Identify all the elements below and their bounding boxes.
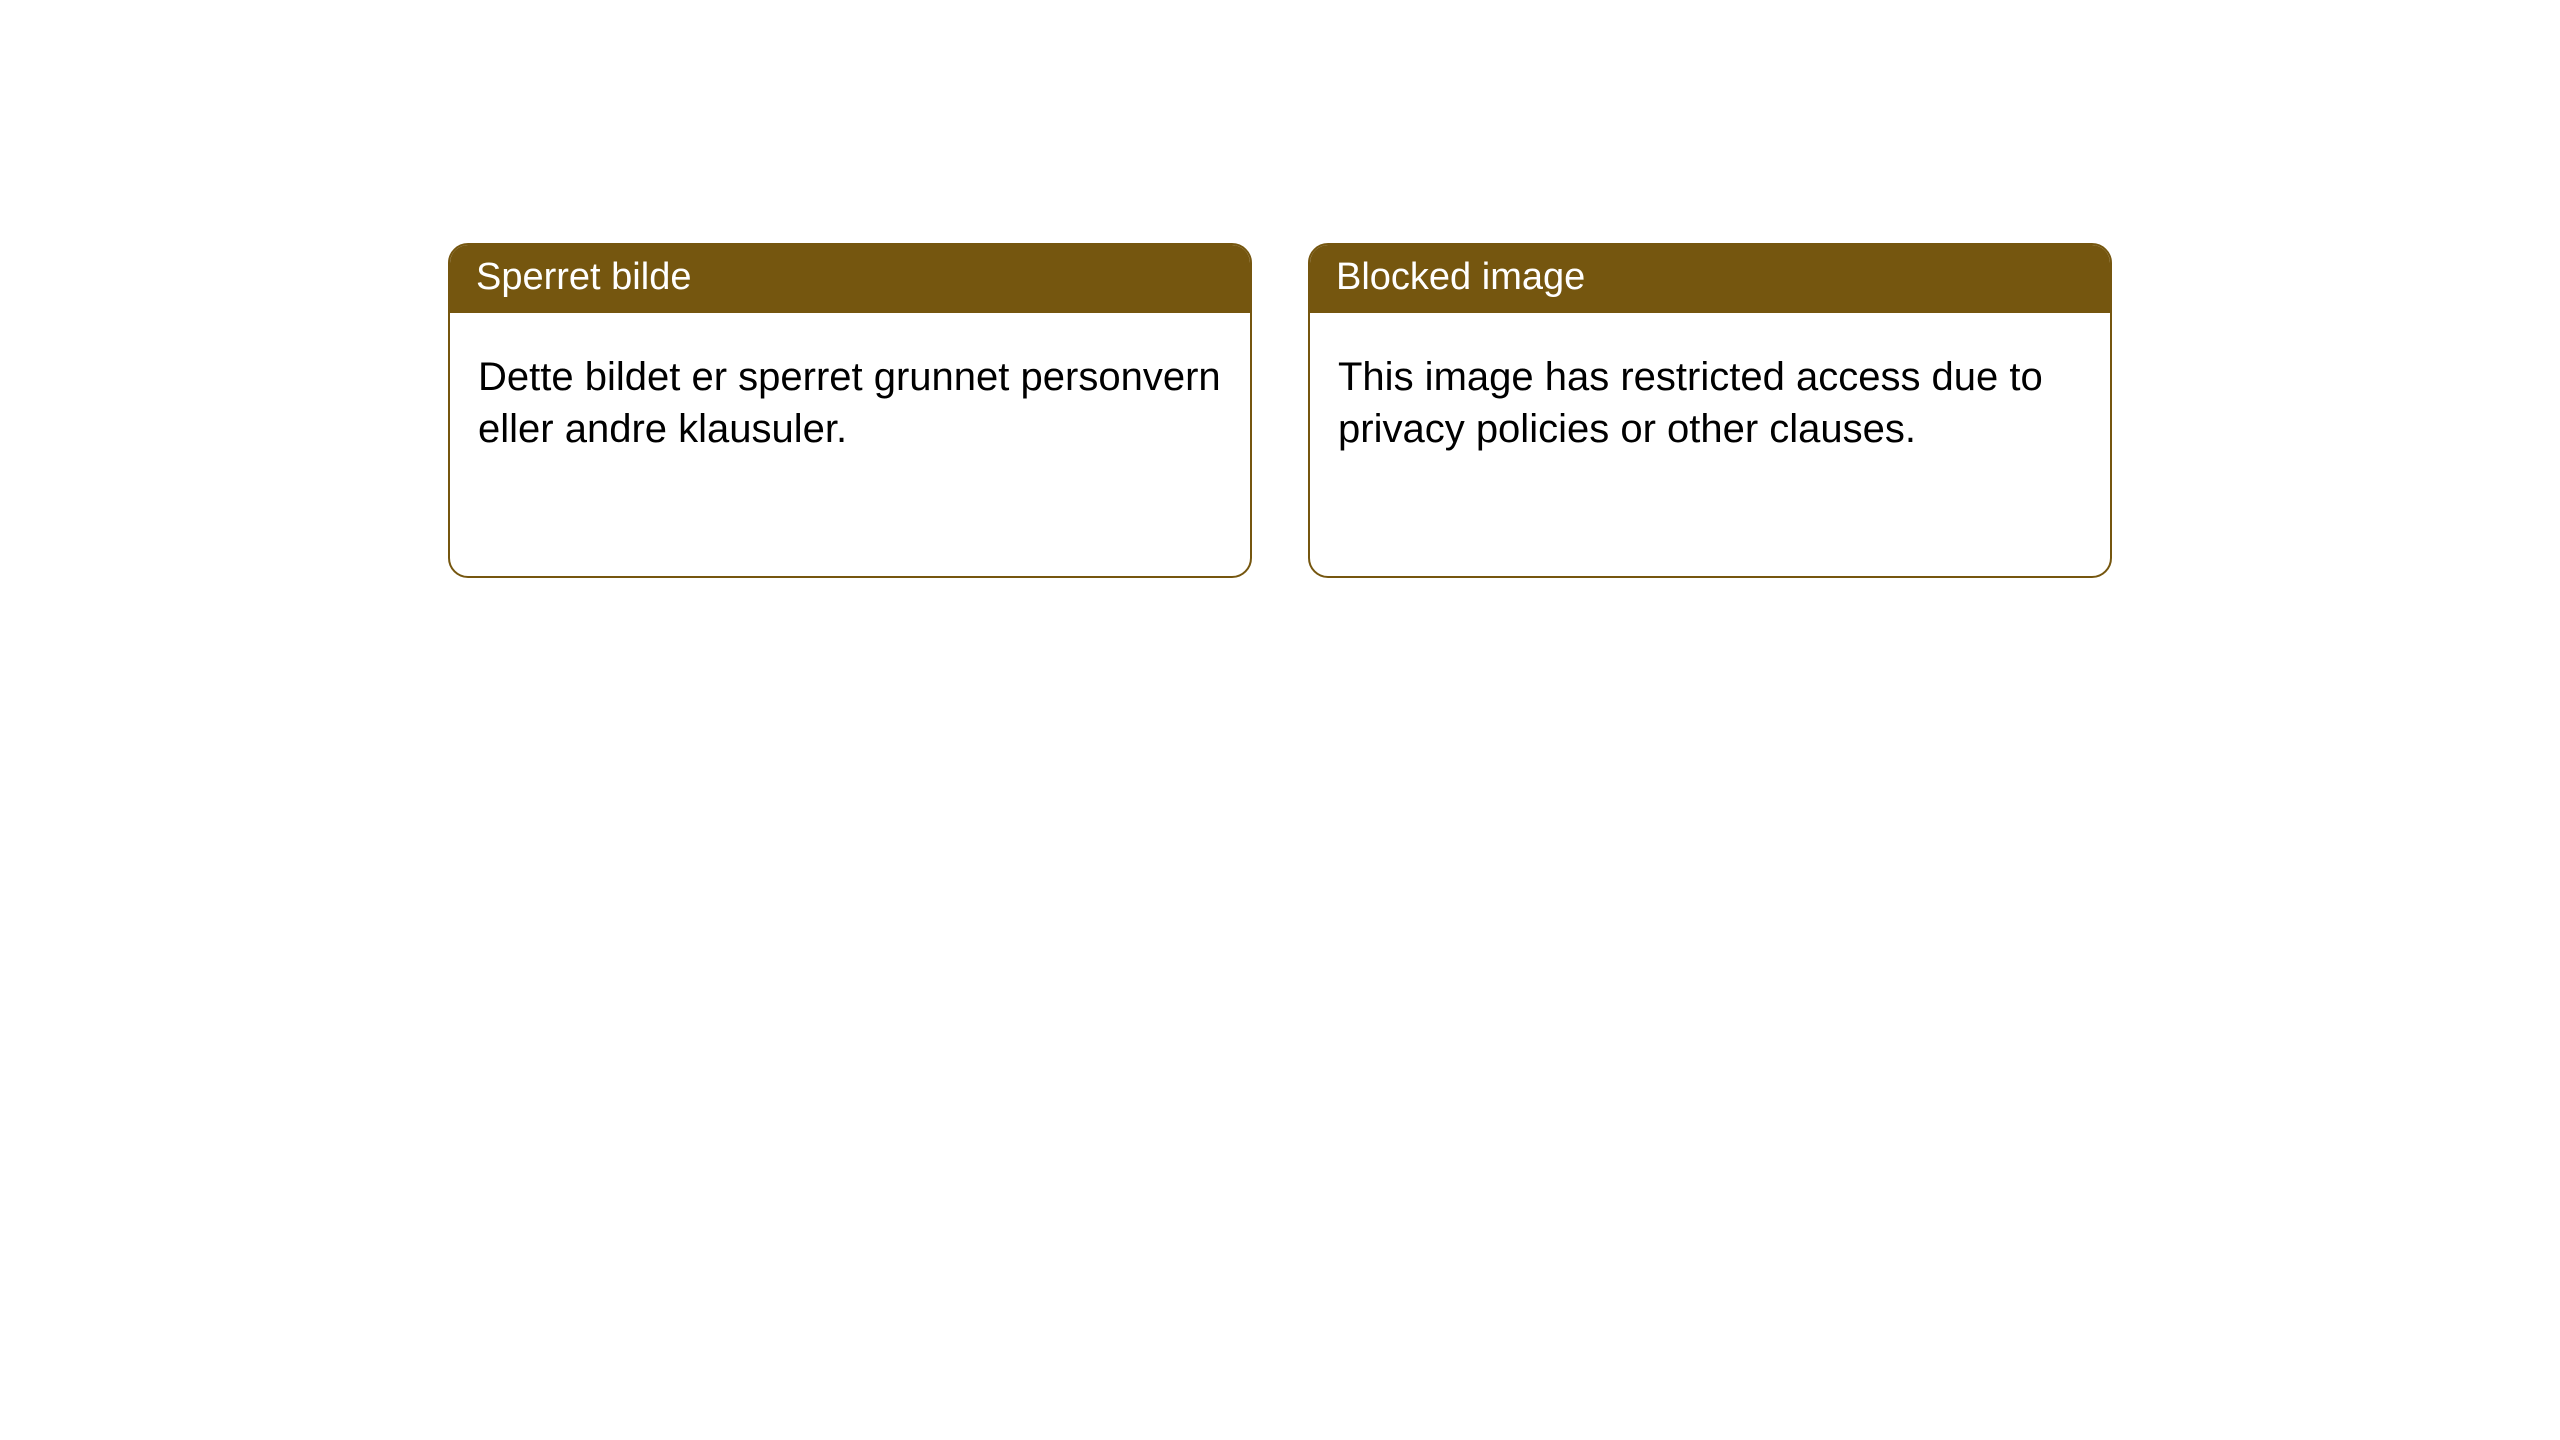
card-body-en: This image has restricted access due to … [1310,313,2110,483]
blocked-image-card-no: Sperret bilde Dette bildet er sperret gr… [448,243,1252,578]
blocked-image-card-en: Blocked image This image has restricted … [1308,243,2112,578]
card-body-no: Dette bildet er sperret grunnet personve… [450,313,1250,483]
card-title-no: Sperret bilde [450,245,1250,313]
notice-container: Sperret bilde Dette bildet er sperret gr… [0,0,2560,578]
card-title-en: Blocked image [1310,245,2110,313]
card-text-no: Dette bildet er sperret grunnet personve… [478,351,1222,455]
card-text-en: This image has restricted access due to … [1338,351,2082,455]
